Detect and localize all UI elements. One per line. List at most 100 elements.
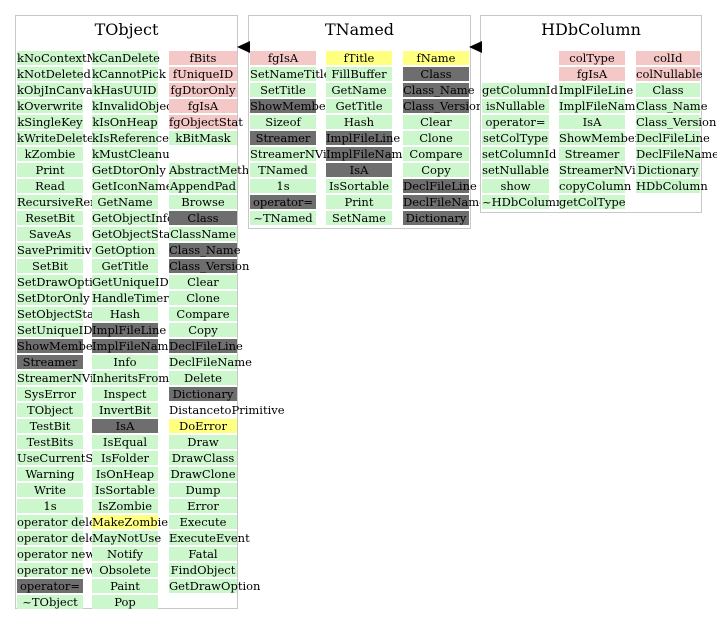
member-cell: Write (17, 483, 83, 497)
member-cell: SetName (326, 211, 392, 225)
member-cell: setColumnId (482, 147, 557, 161)
member-cell: fTitle (326, 51, 392, 65)
member-cell: Warning (17, 467, 83, 481)
member-cell: kIsReferenced (92, 131, 177, 145)
member-cell: operator new[] (17, 563, 105, 577)
member-cell: GetTitle (92, 259, 158, 273)
member-cell: operator delete (17, 515, 108, 529)
member-cell: GetTitle (326, 99, 392, 113)
member-cell: GetName (92, 195, 158, 209)
member-cell: Pop (92, 595, 158, 609)
member-cell: Draw (169, 435, 237, 449)
member-cell: IsSortable (92, 483, 158, 497)
member-cell: SetTitle (250, 83, 316, 97)
member-cell: Class_Version (636, 115, 717, 129)
member-cell: kCannotPick (92, 67, 166, 81)
member-cell: ~TObject (17, 595, 83, 609)
member-cell: StreamerNVirtual (250, 147, 355, 161)
member-cell: SavePrimitive (17, 243, 99, 257)
member-cell: kWriteDelete (17, 131, 94, 145)
member-cell: TestBit (17, 419, 83, 433)
member-cell: SetNameTitle (250, 67, 331, 81)
member-cell: fName (403, 51, 469, 65)
member-cell: operator delete[] (17, 531, 117, 545)
member-cell: GetName (326, 83, 392, 97)
member-cell: Browse (169, 195, 237, 209)
inheritance-arrow-tnamed-to-tobject (237, 41, 250, 53)
member-cell: ImplFileLine (326, 131, 401, 145)
member-cell: kBitMask (169, 131, 237, 145)
member-cell: Streamer (559, 147, 625, 161)
member-cell: GetObjectInfo (92, 211, 174, 225)
member-cell: FindObject (169, 563, 237, 577)
member-cell: ClassName (169, 227, 237, 241)
member-cell: Class (403, 67, 469, 81)
member-cell: IsEqual (92, 435, 158, 449)
inheritance-arrow-hdbcolumn-to-tnamed (469, 41, 482, 53)
member-cell: Print (326, 195, 392, 209)
member-cell: TestBits (17, 435, 83, 449)
member-cell: isNullable (482, 99, 549, 113)
member-cell: Error (169, 499, 237, 513)
member-cell: ~HDbColumn (482, 195, 564, 209)
member-cell: GetObjectStat (92, 227, 175, 241)
member-cell: kObjInCanvas (17, 83, 99, 97)
member-cell: Copy (403, 163, 469, 177)
member-cell: fgObjectStat (169, 115, 243, 129)
member-cell: Class_Name (169, 243, 241, 257)
member-cell: UseCurrentStyle (17, 451, 115, 465)
class-title-tnamed: TNamed (324, 20, 395, 39)
member-cell: kZombie (17, 147, 83, 161)
member-cell: StreamerNVirtual (17, 371, 122, 385)
member-cell: Clone (403, 131, 469, 145)
member-cell: DeclFileName (403, 195, 486, 209)
member-cell: InheritsFrom (92, 371, 170, 385)
member-cell: Delete (169, 371, 237, 385)
member-cell: RecursiveRemove (17, 195, 122, 209)
member-cell: ExecuteEvent (169, 531, 250, 545)
member-cell: IsSortable (326, 179, 392, 193)
member-cell: ShowMembers (17, 339, 105, 353)
member-cell: Execute (169, 515, 237, 529)
member-cell: Clear (169, 275, 237, 289)
member-cell: DoError (169, 419, 237, 433)
member-cell: fBits (169, 51, 237, 65)
class-box-hdbcolumn: HDbColumn getColumnId isNullable operator=… (480, 15, 717, 213)
member-cell: Dictionary (169, 387, 237, 401)
member-cell: kInvalidObject (92, 99, 178, 113)
member-cell: DrawClone (169, 467, 237, 481)
member-cell: GetDtorOnly (92, 163, 166, 177)
member-cell: IsFolder (92, 451, 158, 465)
member-cell: Clone (169, 291, 237, 305)
member-cell: HandleTimer (92, 291, 169, 305)
member-cell: InvertBit (92, 403, 158, 417)
member-cell: SaveAs (17, 227, 83, 241)
member-cell: DrawClass (169, 451, 237, 465)
member-cell: Info (92, 355, 158, 369)
member-cell: ShowMembers (559, 131, 647, 145)
member-cell: IsA (92, 419, 158, 433)
member-cell: show (482, 179, 549, 193)
member-cell: Class (636, 83, 700, 97)
member-cell: fgDtorOnly (169, 83, 237, 97)
member-cell: Read (17, 179, 83, 193)
member-cell: DistancetoPrimitive (169, 403, 285, 417)
member-cell: Streamer (17, 355, 83, 369)
member-cell: ~TNamed (250, 211, 316, 225)
member-cell: SetBit (17, 259, 83, 273)
member-cell: IsZombie (92, 499, 158, 513)
member-cell: kMustCleanup (92, 147, 177, 161)
member-cell: Print (17, 163, 83, 177)
member-cell: kHasUUID (92, 83, 158, 97)
member-cell: AbstractMethod (169, 163, 264, 177)
member-cell: StreamerNVirtual (559, 163, 664, 177)
member-cell: 1s (250, 179, 316, 193)
member-cell: SetDtorOnly (17, 291, 90, 305)
member-cell (169, 147, 237, 161)
member-cell: colType (559, 51, 625, 65)
member-cell: ImplFileLine (92, 323, 167, 337)
member-cell: GetUniqueID (92, 275, 169, 289)
member-cell: Dump (169, 483, 237, 497)
member-cell: GetDrawOption (169, 579, 261, 593)
member-cell: Paint (92, 579, 158, 593)
